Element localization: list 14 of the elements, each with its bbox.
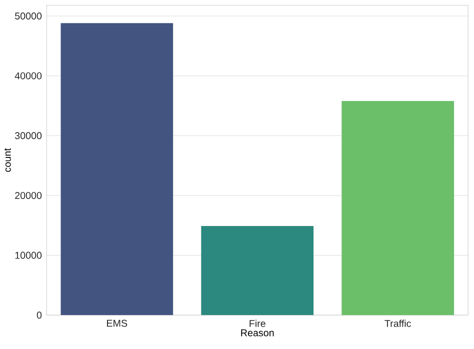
x-tick-label: Traffic — [384, 320, 411, 328]
x-axis-title: Reason — [241, 330, 274, 337]
y-axis-title: count — [4, 148, 11, 172]
x-tick-label: Fire — [250, 320, 266, 328]
y-tick-label: 30000 — [14, 132, 42, 140]
y-tick-label: 10000 — [15, 252, 42, 259]
y-tick-label: 50000 — [14, 12, 42, 20]
bar — [201, 226, 314, 316]
bar — [60, 23, 174, 316]
bar — [342, 101, 454, 316]
y-tick-label: 40000 — [14, 72, 42, 80]
y-tick-label: 0 — [36, 312, 42, 319]
x-tick-label: EMS — [107, 320, 128, 327]
y-tick-label: 20000 — [15, 192, 42, 200]
